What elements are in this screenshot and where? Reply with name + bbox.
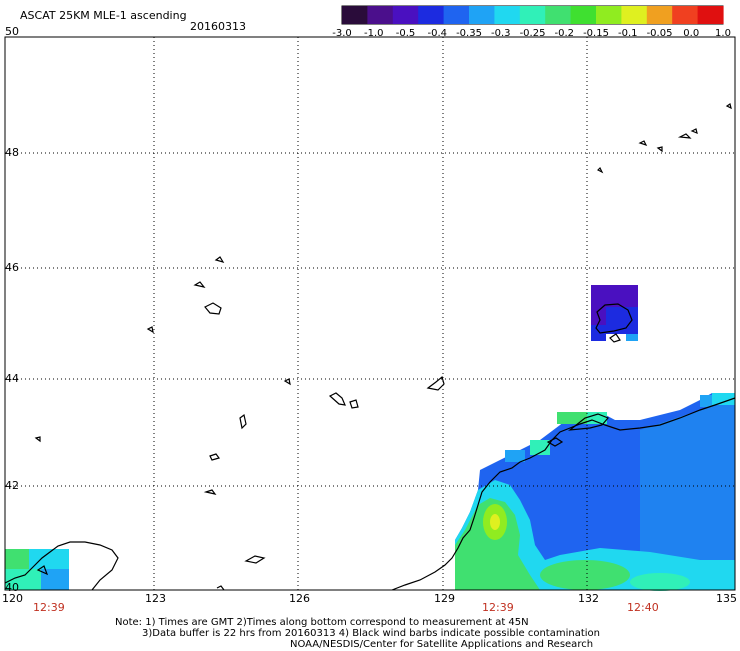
colorbar-tick-label: 1.0 [715, 28, 731, 39]
colorbar-swatches [342, 6, 724, 24]
colorbar-swatch [494, 6, 521, 24]
note-line-2: 3)Data buffer is 22 hrs from 20160313 4)… [142, 628, 600, 639]
coastlines [4, 103, 736, 591]
colorbar-tick-label: -3.0 [332, 28, 352, 39]
note-line-1: Note: 1) Times are GMT 2)Times along bot… [115, 617, 529, 628]
colorbar-swatch [621, 6, 648, 24]
colorbar-tick-label: -0.05 [647, 28, 673, 39]
lat-label: 46 [5, 261, 19, 274]
colorbar-swatch [519, 6, 546, 24]
colorbar-swatch [596, 6, 622, 24]
colorbar-swatch [367, 6, 394, 24]
colorbar-tick-label: -0.3 [491, 28, 511, 39]
time-label: 12:39 [33, 601, 65, 614]
lon-label: 135 [716, 592, 737, 605]
colorbar-swatch [545, 6, 572, 24]
colorbar-tick-label: -0.1 [618, 28, 638, 39]
lon-label: 126 [289, 592, 310, 605]
colorbar-swatch [646, 6, 673, 24]
colorbar-tick-label: -0.25 [520, 28, 546, 39]
colorbar-swatch [469, 6, 495, 24]
grid-lines [5, 37, 735, 590]
colorbar-labels: -3.0 -1.0 -0.5 -0.4 -0.35 -0.3 -0.25 -0.2 -0.15-… [332, 28, 731, 39]
lon-label: 120 [2, 592, 23, 605]
colorbar-swatch [672, 6, 699, 24]
colorbar-tick-label: -0.35 [456, 28, 482, 39]
wind-swath-southeast [455, 393, 735, 591]
lat-label: 40 [5, 581, 19, 594]
colorbar-swatch [392, 6, 419, 24]
note-line-3: NOAA/NESDIS/Center for Satellite Applica… [290, 639, 594, 650]
lat-label: 42 [5, 479, 19, 492]
lat-label: 48 [5, 146, 19, 159]
colorbar-swatch [697, 6, 724, 24]
colorbar-tick-label: 0.0 [683, 28, 699, 39]
wind-swath-northeast-island [591, 285, 638, 341]
map-date: 20160313 [190, 20, 246, 33]
lat-label: 44 [5, 372, 19, 385]
lon-label: 129 [434, 592, 455, 605]
colorbar-swatch [342, 6, 368, 24]
colorbar-tick-label: -0.5 [396, 28, 416, 39]
colorbar-tick-label: -0.15 [583, 28, 609, 39]
colorbar-swatch [570, 6, 597, 24]
wind-swath-southwest [5, 549, 69, 590]
plot-frame [4, 36, 736, 591]
colorbar-tick-label: -0.2 [554, 28, 574, 39]
colorbar-swatch [418, 6, 445, 24]
lat-label: 50 [5, 25, 19, 38]
colorbar: -3.0 -1.0 -0.5 -0.4 -0.35 -0.3 -0.25 -0.2 -0.15-… [332, 5, 731, 39]
time-label: 12:40 [627, 601, 659, 614]
colorbar-tick-label: -0.4 [427, 28, 447, 39]
colorbar-swatch [443, 6, 470, 24]
lon-label: 132 [578, 592, 599, 605]
time-label: 12:39 [482, 601, 514, 614]
lon-label: 123 [145, 592, 166, 605]
colorbar-tick-label: -1.0 [364, 28, 384, 39]
map-title: ASCAT 25KM MLE-1 ascending [20, 9, 187, 22]
